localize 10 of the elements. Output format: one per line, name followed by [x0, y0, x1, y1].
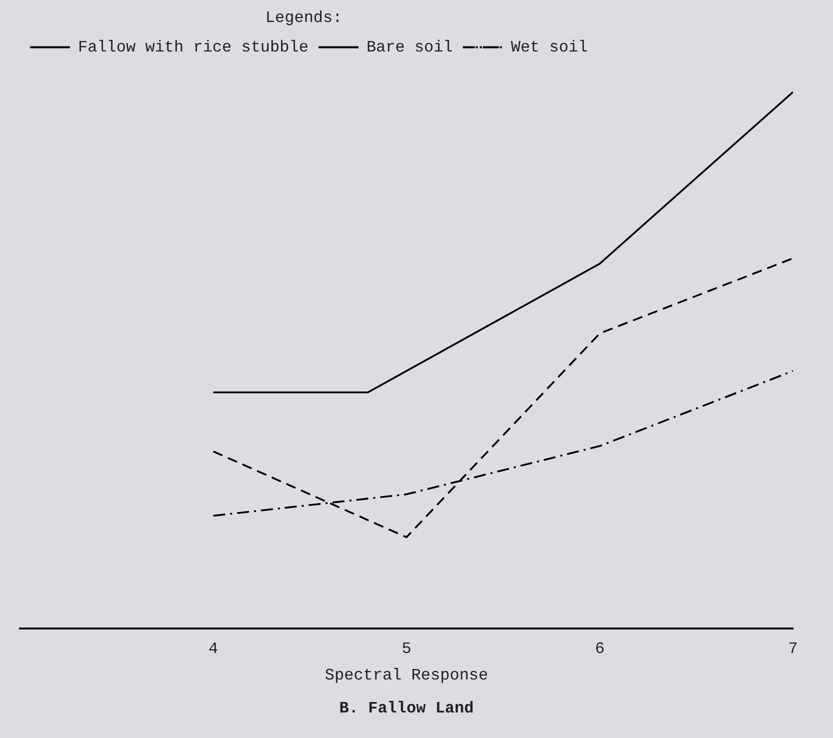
x-tick-label: 7 [788, 640, 798, 658]
legend-label: Wet soil [510, 38, 588, 56]
legend-label: Bare soil [366, 38, 453, 56]
x-tick-label: 4 [208, 640, 218, 658]
x-tick-label: 6 [594, 640, 605, 658]
x-tick-label: 5 [402, 640, 412, 658]
legend-label: Fallow with rice stubble [78, 38, 308, 56]
text: B. Fallow Land [339, 699, 474, 718]
x-axis-title: Spectral Response [324, 666, 488, 684]
legend-title: Legends: [265, 9, 342, 28]
